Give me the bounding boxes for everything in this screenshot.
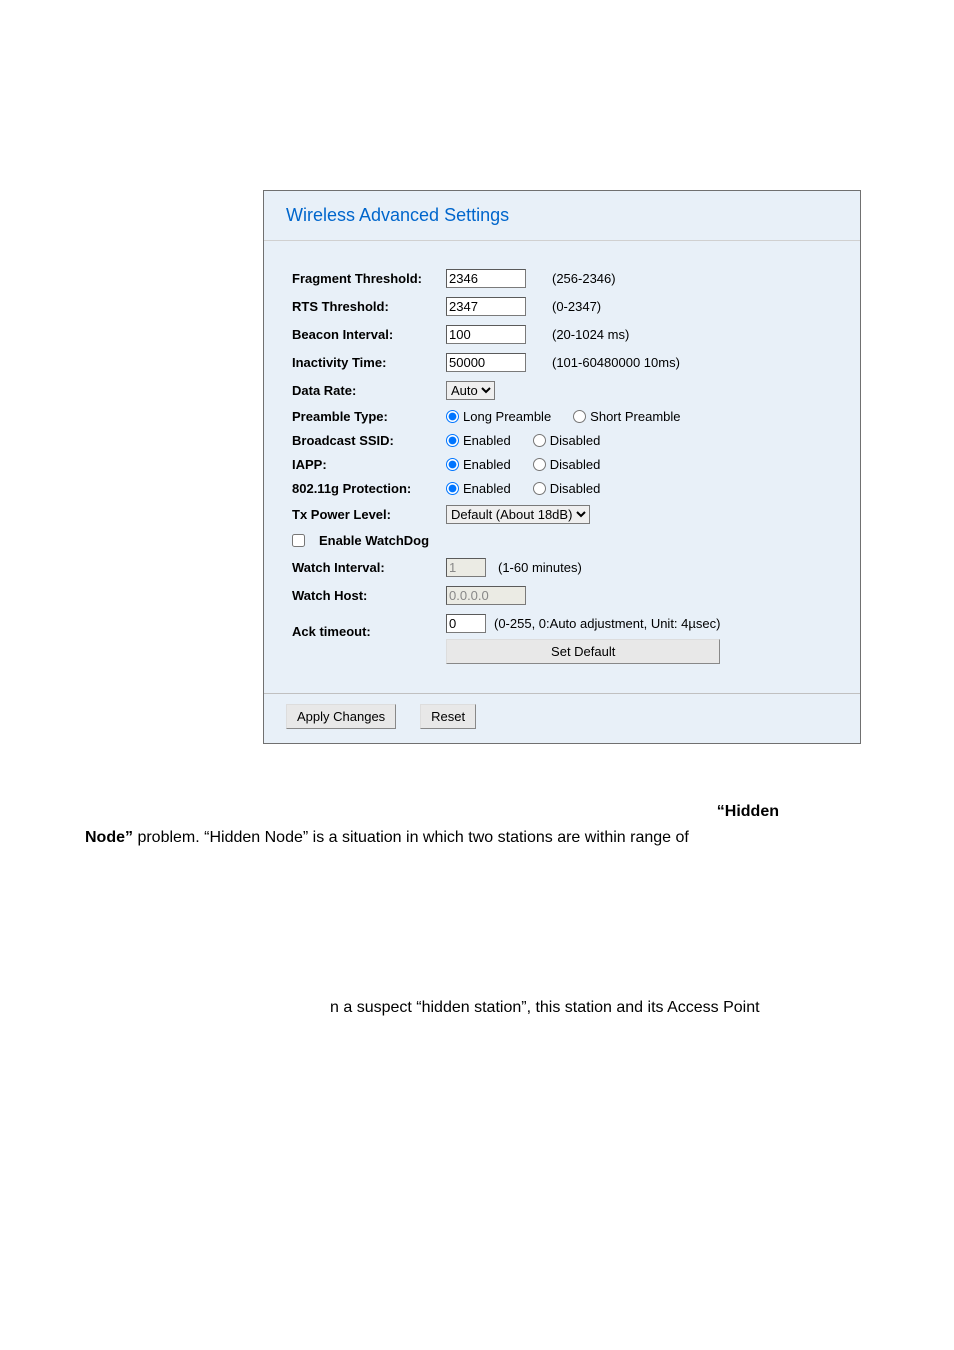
hint-rts: (0-2347) bbox=[552, 299, 601, 314]
row-rts: RTS Threshold: (0-2347) bbox=[292, 297, 832, 316]
panel-footer: Apply Changes Reset bbox=[264, 693, 860, 743]
set-default-button[interactable]: Set Default bbox=[446, 639, 720, 664]
radio-ssid-enabled-label[interactable]: Enabled bbox=[446, 433, 511, 448]
label-beacon: Beacon Interval: bbox=[292, 327, 446, 342]
row-beacon: Beacon Interval: (20-1024 ms) bbox=[292, 325, 832, 344]
text-line1-rest: problem. “Hidden Node” is a situation in… bbox=[133, 829, 689, 846]
label-watchdog: Enable WatchDog bbox=[319, 533, 429, 548]
radio-preamble-long[interactable] bbox=[446, 410, 459, 423]
hint-ack: (0-255, 0:Auto adjustment, Unit: 4µsec) bbox=[494, 616, 720, 631]
label-inactivity: Inactivity Time: bbox=[292, 355, 446, 370]
apply-button[interactable]: Apply Changes bbox=[286, 704, 396, 729]
paragraph-1: “Hidden Node” problem. “Hidden Node” is … bbox=[85, 799, 869, 850]
radio-gprot-disabled[interactable] bbox=[533, 482, 546, 495]
label-iapp: IAPP: bbox=[292, 457, 446, 472]
input-beacon[interactable] bbox=[446, 325, 526, 344]
radio-ssid-disabled[interactable] bbox=[533, 434, 546, 447]
radio-preamble-short-text: Short Preamble bbox=[590, 409, 680, 424]
radio-gprot-enabled-label[interactable]: Enabled bbox=[446, 481, 511, 496]
text-line2: n a suspect “hidden station”, this stati… bbox=[330, 999, 760, 1016]
select-txpower[interactable]: Default (About 18dB) bbox=[446, 505, 590, 524]
radio-gprot-enabled-text: Enabled bbox=[463, 481, 511, 496]
settings-panel: Wireless Advanced Settings Fragment Thre… bbox=[263, 190, 861, 744]
label-datarate: Data Rate: bbox=[292, 383, 446, 398]
label-watchhost: Watch Host: bbox=[292, 588, 446, 603]
radio-iapp-enabled-text: Enabled bbox=[463, 457, 511, 472]
row-fragment: Fragment Threshold: (256-2346) bbox=[292, 269, 832, 288]
input-ack[interactable] bbox=[446, 614, 486, 633]
label-gprot: 802.11g Protection: bbox=[292, 481, 446, 496]
reset-button[interactable]: Reset bbox=[420, 704, 476, 729]
row-ack: Ack timeout: (0-255, 0:Auto adjustment, … bbox=[292, 614, 832, 664]
hint-inactivity: (101-60480000 10ms) bbox=[552, 355, 680, 370]
row-iapp: IAPP: Enabled Disabled bbox=[292, 457, 832, 472]
hint-watchint: (1-60 minutes) bbox=[498, 560, 582, 575]
radio-ssid-disabled-text: Disabled bbox=[550, 433, 601, 448]
label-rts: RTS Threshold: bbox=[292, 299, 446, 314]
label-ssid: Broadcast SSID: bbox=[292, 433, 446, 448]
radio-preamble-long-text: Long Preamble bbox=[463, 409, 551, 424]
radio-ssid-enabled[interactable] bbox=[446, 434, 459, 447]
radio-gprot-disabled-label[interactable]: Disabled bbox=[533, 481, 601, 496]
radio-iapp-disabled-label[interactable]: Disabled bbox=[533, 457, 601, 472]
radio-preamble-short[interactable] bbox=[573, 410, 586, 423]
panel-header: Wireless Advanced Settings bbox=[264, 191, 860, 241]
checkbox-watchdog[interactable] bbox=[292, 534, 305, 547]
hint-fragment: (256-2346) bbox=[552, 271, 616, 286]
radio-ssid-enabled-text: Enabled bbox=[463, 433, 511, 448]
radio-ssid-disabled-label[interactable]: Disabled bbox=[533, 433, 601, 448]
input-inactivity[interactable] bbox=[446, 353, 526, 372]
row-inactivity: Inactivity Time: (101-60480000 10ms) bbox=[292, 353, 832, 372]
radio-iapp-enabled[interactable] bbox=[446, 458, 459, 471]
radio-iapp-disabled[interactable] bbox=[533, 458, 546, 471]
row-watchint: Watch Interval: (1-60 minutes) bbox=[292, 558, 832, 577]
input-fragment[interactable] bbox=[446, 269, 526, 288]
radio-gprot-disabled-text: Disabled bbox=[550, 481, 601, 496]
row-datarate: Data Rate: Auto bbox=[292, 381, 832, 400]
radio-gprot-enabled[interactable] bbox=[446, 482, 459, 495]
label-ack: Ack timeout: bbox=[292, 614, 446, 639]
label-txpower: Tx Power Level: bbox=[292, 507, 446, 522]
radio-iapp-disabled-text: Disabled bbox=[550, 457, 601, 472]
label-fragment: Fragment Threshold: bbox=[292, 271, 446, 286]
panel-body: Fragment Threshold: (256-2346) RTS Thres… bbox=[264, 241, 860, 693]
row-gprot: 802.11g Protection: Enabled Disabled bbox=[292, 481, 832, 496]
select-datarate[interactable]: Auto bbox=[446, 381, 495, 400]
input-watchint[interactable] bbox=[446, 558, 486, 577]
row-watchhost: Watch Host: bbox=[292, 586, 832, 605]
text-node-bold: Node” bbox=[85, 829, 133, 846]
row-preamble: Preamble Type: Long Preamble Short Pream… bbox=[292, 409, 832, 424]
row-ssid: Broadcast SSID: Enabled Disabled bbox=[292, 433, 832, 448]
hint-beacon: (20-1024 ms) bbox=[552, 327, 629, 342]
label-watchint: Watch Interval: bbox=[292, 560, 446, 575]
radio-preamble-long-label[interactable]: Long Preamble bbox=[446, 409, 551, 424]
radio-preamble-short-label[interactable]: Short Preamble bbox=[573, 409, 680, 424]
panel-title: Wireless Advanced Settings bbox=[286, 205, 509, 225]
label-preamble: Preamble Type: bbox=[292, 409, 446, 424]
radio-iapp-enabled-label[interactable]: Enabled bbox=[446, 457, 511, 472]
input-watchhost[interactable] bbox=[446, 586, 526, 605]
row-txpower: Tx Power Level: Default (About 18dB) bbox=[292, 505, 832, 524]
input-rts[interactable] bbox=[446, 297, 526, 316]
row-watchdog: Enable WatchDog bbox=[292, 533, 832, 548]
text-hidden-bold: “Hidden bbox=[717, 803, 779, 820]
paragraph-2: n a suspect “hidden station”, this stati… bbox=[85, 995, 869, 1021]
